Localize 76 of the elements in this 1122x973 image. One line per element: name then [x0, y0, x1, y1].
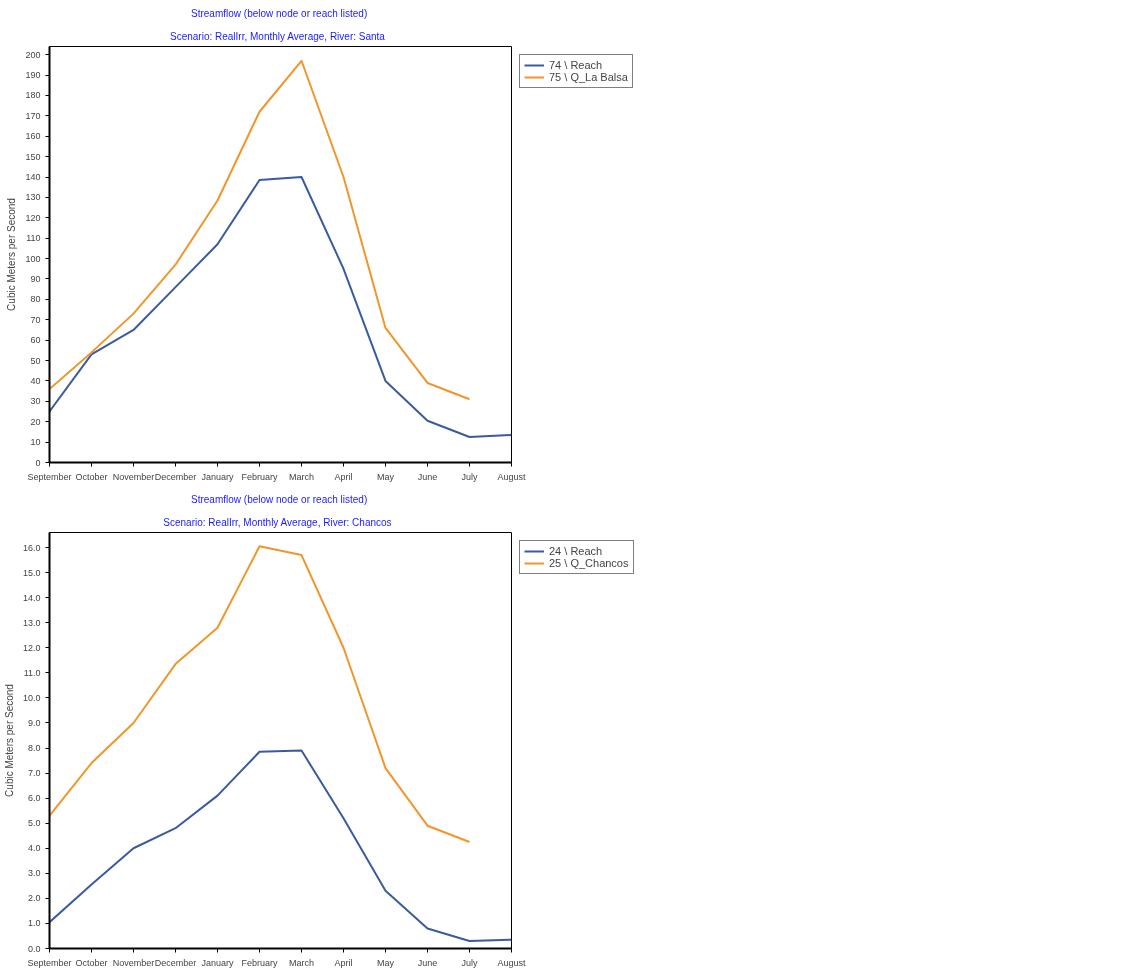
y-tick-label: 100 [25, 253, 41, 264]
x-tick-label: September [27, 957, 72, 968]
y-tick-label: 11.0 [23, 667, 41, 678]
y-tick-label: 8.0 [27, 743, 41, 754]
line-series [49, 59, 471, 401]
y-tick-label: 12.0 [22, 642, 41, 653]
y-tick-label: 1.0 [27, 918, 41, 929]
y-tick-label: 200 [25, 49, 41, 60]
x-tick-label: December [154, 957, 197, 968]
x-tick-label: January [201, 471, 235, 482]
legend-label: 25 \ Q_Chancos [549, 557, 629, 569]
y-tick-label: 16.0 [22, 542, 41, 553]
line-series [49, 545, 471, 843]
y-tick-label: 6.0 [27, 793, 41, 804]
y-tick-label: 170 [25, 110, 41, 121]
x-tick-label: March [289, 957, 315, 968]
y-tick-label: 30 [30, 396, 41, 407]
legend-label: 75 \ Q_La Balsa [549, 71, 628, 83]
y-axis-title: Cubic Meters per Second [6, 198, 18, 311]
y-tick-label: 5.0 [27, 818, 41, 829]
x-tick-label: July [461, 957, 478, 968]
y-tick-label: 10.0 [22, 692, 41, 703]
y-tick-label: 9.0 [27, 717, 41, 728]
y-tick-label: 10 [30, 437, 41, 448]
x-tick-label: May [377, 957, 395, 968]
y-tick-label: 0.0 [27, 943, 41, 954]
chart-title: Streamflow (below node or reach listed) [191, 493, 368, 505]
y-tick-label: 110 [26, 233, 41, 244]
y-tick-label: 150 [25, 151, 41, 162]
y-tick-label: 13.0 [22, 617, 41, 628]
x-tick-label: March [289, 471, 315, 482]
y-tick-label: 160 [25, 131, 41, 142]
x-tick-label: October [75, 471, 108, 482]
legend-label: 24 \ Reach [549, 545, 603, 557]
y-tick-label: 3.0 [27, 868, 41, 879]
chart-subtitle: Scenario: RealIrr, Monthly Average, River: Santa [169, 30, 386, 42]
x-tick-label: June [417, 957, 438, 968]
y-tick-label: 40 [30, 375, 41, 386]
y-tick-label: 0 [35, 457, 41, 468]
legend-label: 74 \ Reach [549, 59, 603, 71]
x-tick-label: July [461, 471, 478, 482]
x-tick-label: February [241, 957, 279, 968]
x-tick-label: April [334, 957, 353, 968]
y-axis-title: Cubic Meters per Second [3, 684, 15, 797]
y-tick-label: 20 [30, 416, 41, 427]
line-series [49, 176, 512, 439]
y-tick-label: 14.0 [22, 592, 41, 603]
y-tick-label: 180 [25, 90, 41, 101]
line-series [49, 749, 512, 942]
y-tick-label: 90 [30, 273, 41, 284]
x-tick-label: September [27, 471, 72, 482]
y-tick-label: 15.0 [22, 567, 41, 578]
x-tick-label: November [112, 957, 155, 968]
x-tick-label: May [377, 471, 395, 482]
y-tick-label: 80 [30, 294, 41, 305]
x-tick-label: August [497, 957, 527, 968]
y-tick-label: 140 [25, 172, 41, 183]
y-tick-label: 7.0 [27, 768, 41, 779]
chart-subtitle: Scenario: RealIrr, Monthly Average, River: Chancos [163, 516, 392, 528]
x-tick-label: February [241, 471, 279, 482]
y-tick-label: 130 [25, 192, 41, 203]
x-tick-label: October [75, 957, 108, 968]
x-tick-label: June [417, 471, 438, 482]
y-tick-label: 50 [30, 355, 41, 366]
x-tick-label: April [334, 471, 353, 482]
y-tick-label: 4.0 [27, 843, 41, 854]
x-tick-label: August [497, 471, 527, 482]
x-tick-label: December [154, 471, 197, 482]
y-tick-label: 190 [25, 70, 41, 81]
y-tick-label: 60 [30, 335, 41, 346]
y-tick-label: 70 [30, 314, 41, 325]
y-tick-label: 2.0 [27, 893, 41, 904]
x-tick-label: November [112, 471, 155, 482]
chart-title: Streamflow (below node or reach listed) [191, 7, 368, 19]
x-tick-label: January [201, 957, 235, 968]
y-tick-label: 120 [25, 212, 41, 223]
